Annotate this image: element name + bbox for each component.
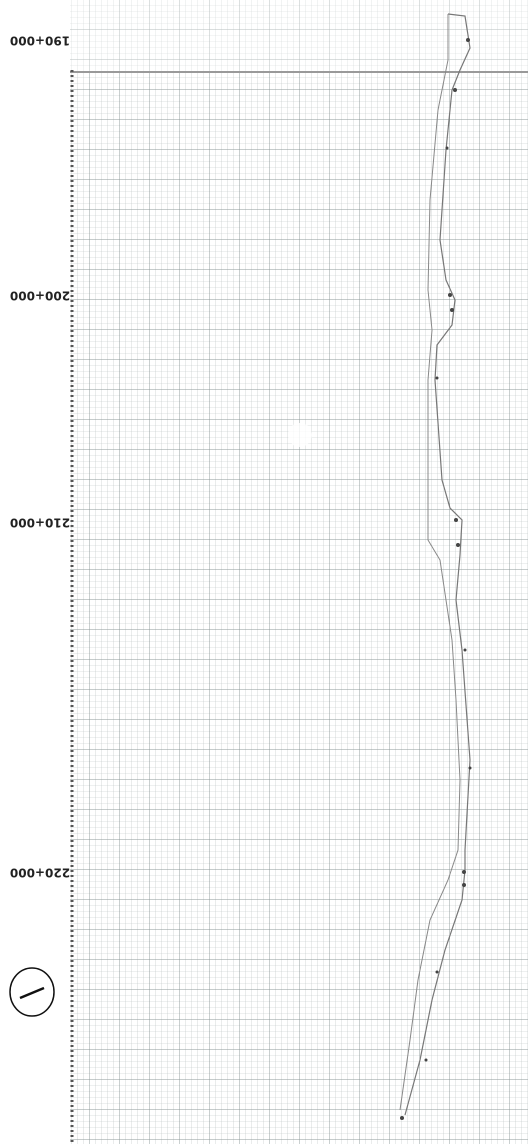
trace-left — [399, 14, 461, 1111]
trace-dots — [400, 38, 472, 1120]
hand-annotation — [9, 967, 55, 1017]
trace-right — [404, 13, 471, 1116]
station-label: 190+000 — [10, 34, 70, 48]
station-label: 220+000 — [10, 866, 70, 880]
station-label: 200+000 — [10, 289, 70, 303]
station-label: 210+000 — [10, 516, 70, 530]
paper-spot — [288, 423, 312, 447]
graph-grid — [70, 0, 528, 1144]
top-strip — [70, 0, 528, 72]
